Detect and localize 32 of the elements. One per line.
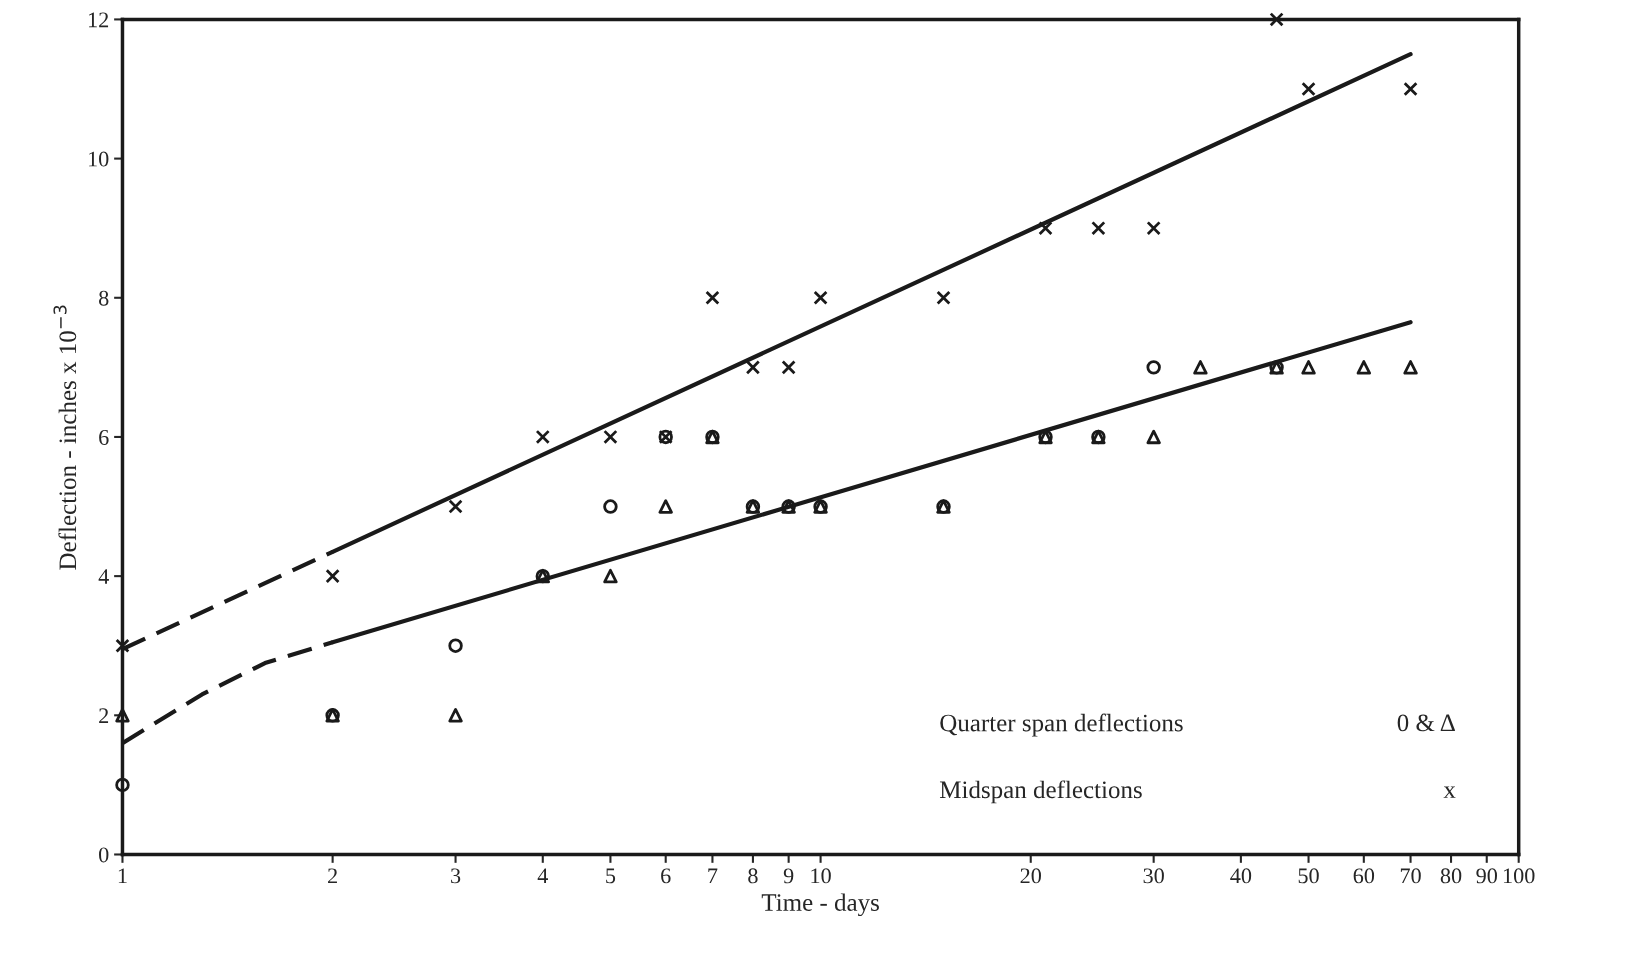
x-tick-label: 7 xyxy=(708,868,718,884)
x-tick-label: 8 xyxy=(748,868,758,884)
x-tick-label: 30 xyxy=(1143,868,1164,884)
y-axis-title: Deflection - inches x 10$^{−3}$ xyxy=(53,305,77,570)
x-tick-label: 40 xyxy=(1230,868,1252,884)
x-tick-label: 60 xyxy=(1353,868,1375,884)
x-tick-label: 70 xyxy=(1400,868,1421,884)
x-tick-label: 10 xyxy=(811,868,831,884)
annotation: 0 & Δ xyxy=(1397,714,1455,732)
x-tick-label: 9 xyxy=(783,868,794,884)
y-tick-label: 8 xyxy=(99,290,109,306)
x-tick-label: 50 xyxy=(1298,868,1319,884)
x-tick-label: 100 xyxy=(1503,868,1535,884)
x-tick-label: 1 xyxy=(118,868,127,884)
x-tick-label: 90 xyxy=(1476,868,1498,884)
annotation: x xyxy=(1443,786,1456,798)
x-tick-label: 6 xyxy=(661,868,671,884)
y-tick-label: 10 xyxy=(89,151,109,167)
y-tick-label: 6 xyxy=(99,429,109,445)
x-tick-label: 2 xyxy=(328,868,337,884)
y-tick-label: 0 xyxy=(99,847,109,863)
y-tick-label: 4 xyxy=(98,569,109,584)
x-tick-label: 20 xyxy=(1020,868,1041,884)
x-tick-label: 80 xyxy=(1440,868,1462,884)
annotation: Midspan deflections xyxy=(939,780,1142,804)
y-tick-label: 12 xyxy=(89,12,109,28)
x-tick-label: 4 xyxy=(537,868,548,884)
annotation: Quarter span deflections xyxy=(940,713,1183,737)
x-tick-label: 5 xyxy=(606,868,616,884)
x-tick-label: 3 xyxy=(451,868,461,884)
y-tick-label: 2 xyxy=(99,708,109,724)
x-axis-title: Time - days xyxy=(761,893,879,917)
